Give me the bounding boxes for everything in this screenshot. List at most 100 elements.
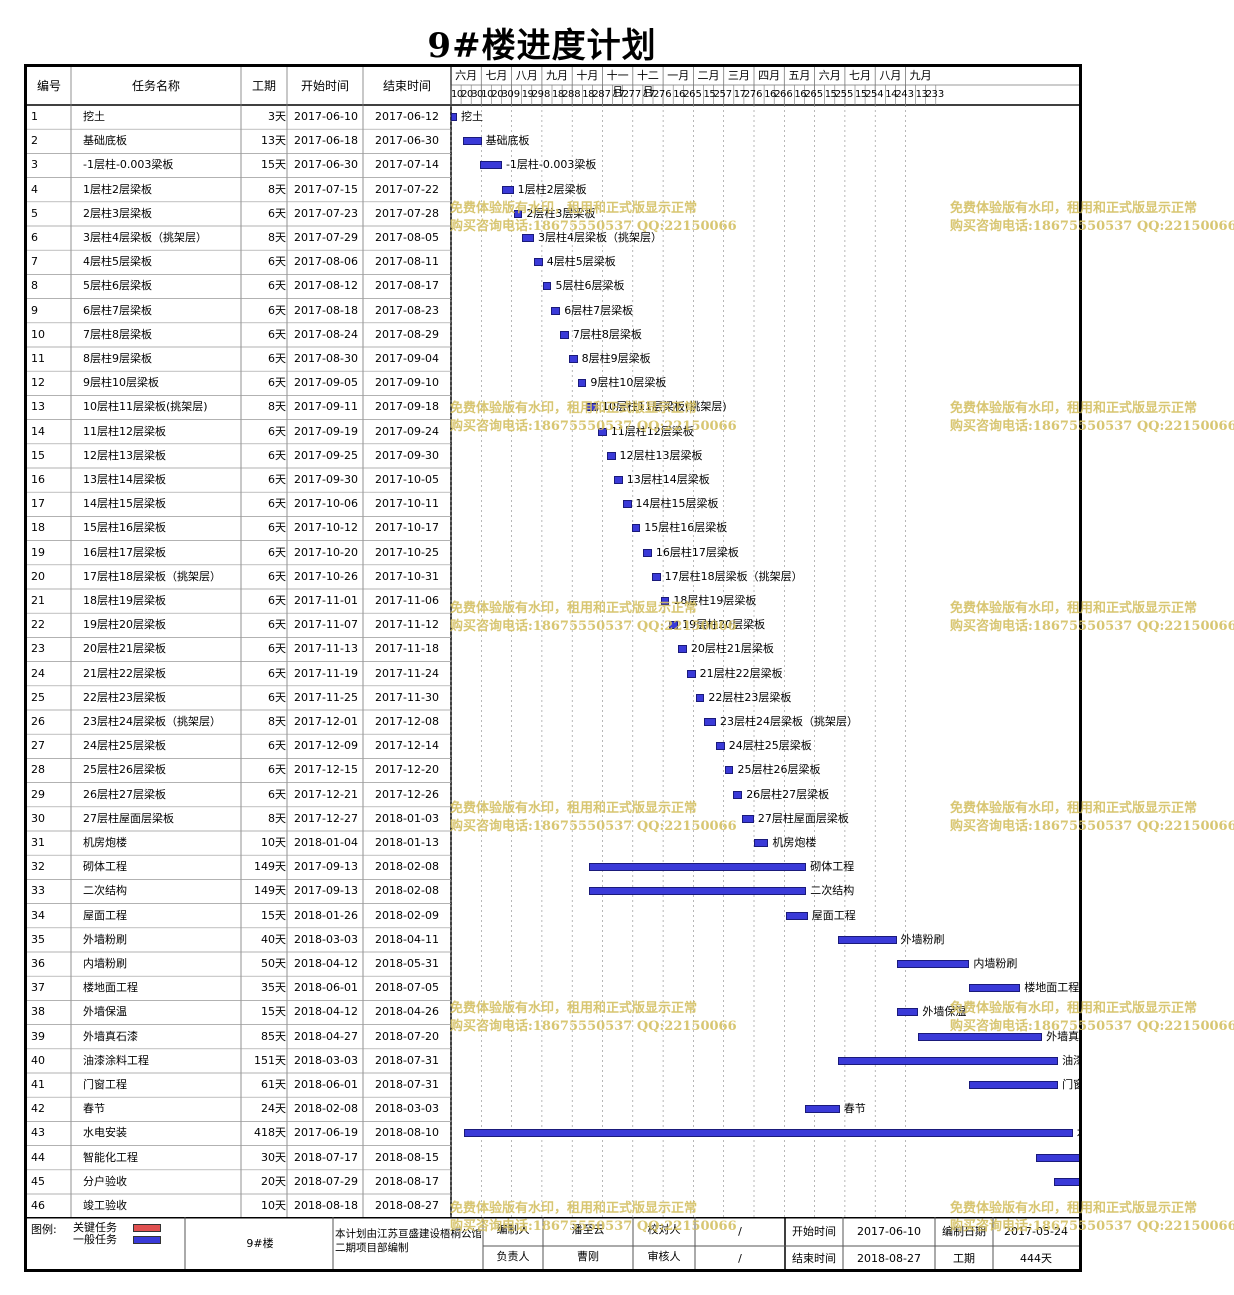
gantt-bar[interactable] [606,451,616,460]
gantt-bar[interactable] [715,742,725,751]
gantt-bar[interactable] [589,887,807,896]
task-start: 2017-06-18 [294,134,358,148]
gantt-bar[interactable] [660,597,670,605]
task-start: 2017-11-25 [294,690,358,704]
watermark: 免费体验版有水印，租用和正式版显示正常 购买咨询电话:18675550537 QQ… [450,400,737,436]
checked-by: / [738,1225,742,1238]
gantt-bar[interactable] [969,984,1021,993]
gantt-bar[interactable] [598,427,607,436]
watermark-line1: 免费体验版有水印，租用和正式版显示正常 [450,1001,698,1016]
day-tick-label: 8 [574,89,581,100]
task-id: 5 [31,206,38,220]
table-row: 5 2层柱3层梁板 6天 2017-07-23 2017-07-28 2层柱3层梁板 [27,202,1079,226]
task-id: 29 [31,787,45,801]
total-duration: 444天 [1020,1252,1052,1265]
task-end: 2017-06-12 [375,110,439,123]
day-tick-label: 20 [491,89,504,100]
gantt-bar[interactable] [678,645,687,654]
gantt-bar[interactable] [631,524,641,533]
gantt-bar[interactable] [753,839,769,847]
day-tick-label: 17 [642,89,655,100]
gantt-bar[interactable] [785,911,808,920]
gantt-bar-label: -1层柱-0.003梁板 [505,158,597,172]
task-duration: 20天 [261,1174,286,1188]
table-row: 23 20层柱21层梁板 6天 2017-11-13 2017-11-18 20层柱21层… [27,637,1079,661]
gantt-bar[interactable] [643,548,652,557]
day-tick-label: 20 [461,89,473,100]
gantt-bar[interactable] [896,1008,919,1017]
gantt-bar[interactable] [622,500,632,509]
task-end: 2017-11-24 [375,666,439,680]
gantt-bar[interactable] [560,330,569,339]
gantt-bar[interactable] [695,693,705,702]
task-name: 挖土 [83,110,105,123]
watermark-line1: 免费体验版有水印，租用和正式版显示正常 [450,1201,698,1216]
task-duration: 6天 [268,666,286,680]
gantt-bar[interactable] [513,209,523,218]
gantt-bar-label: 22层柱23层梁板 [708,690,792,704]
gantt-bar-label: 11层柱12层梁板 [610,424,694,438]
task-start: 2017-08-24 [294,327,358,341]
gantt-bar[interactable] [918,1032,1043,1041]
gantt-bar[interactable] [568,355,578,363]
task-start: 2017-12-01 [294,715,358,728]
month-label: 四月 [758,69,781,82]
task-name: 春节 [83,1102,105,1116]
gantt-bar[interactable] [969,1081,1059,1089]
month-label: 九月 [909,69,932,82]
gantt-bar[interactable] [614,476,623,484]
task-start: 2017-10-06 [294,497,358,511]
task-name: 13层柱14层梁板 [83,473,166,486]
table-row: 39 外墙真石漆 85天 2018-04-27 2018-07-20 外墙真石漆 [27,1025,1079,1049]
task-id: 17 [31,497,45,511]
gantt-bar[interactable] [896,960,970,968]
task-name: 外墙真石漆 [83,1029,138,1043]
gantt-bar[interactable] [551,306,561,315]
gantt-bar[interactable] [742,814,754,823]
day-tick-label: 24 [895,89,908,100]
gantt-bar-label: 机房炮楼 [772,836,817,849]
gantt-bar[interactable] [577,379,587,388]
gantt-bar[interactable] [669,621,679,630]
gantt-bar[interactable] [533,258,543,267]
gantt-bar[interactable] [724,766,734,775]
gantt-bar[interactable] [501,185,514,194]
gantt-bar-label: 3层柱4层梁板（挑架层） [537,231,662,244]
gantt-bar[interactable] [464,1129,1073,1138]
gantt-bar[interactable] [451,113,457,121]
table-row: 24 21层柱22层梁板 6天 2017-11-19 2017-11-24 21层柱22层… [27,662,1079,686]
day-tick-label: 29 [531,89,544,100]
gantt-bar-label: 24层柱25层梁板 [728,739,812,753]
gantt-bar[interactable] [686,669,696,678]
gantt-bar[interactable] [462,137,482,146]
task-name: 二次结构 [83,884,127,898]
day-tick-label: 3 [937,89,944,100]
task-end: 2017-11-30 [375,690,439,704]
gantt-bar[interactable] [480,161,502,170]
gantt-bar[interactable] [522,234,534,242]
gantt-bar[interactable] [586,403,599,412]
gantt-bar[interactable] [651,572,661,581]
gantt-bar[interactable] [838,935,897,944]
task-name: 8层柱9层梁板 [83,352,152,365]
task-duration: 151天 [254,1053,286,1067]
gantt-bar[interactable] [1053,1177,1079,1186]
gantt-bar[interactable] [1036,1153,1079,1162]
gantt-bar-label: 20层柱21层梁板 [690,642,774,656]
gantt-bar[interactable] [733,790,743,799]
gantt-bar[interactable] [542,282,552,291]
gantt-bar[interactable] [804,1105,840,1114]
task-duration: 6天 [268,739,286,753]
table-row: 21 18层柱19层梁板 6天 2017-11-01 2017-11-06 18层柱19层… [27,589,1079,613]
watermark: 免费体验版有水印，租用和正式版显示正常 购买咨询电话:18675550537 QQ… [950,400,1234,436]
watermark-line1: 免费体验版有水印，租用和正式版显示正常 [450,801,698,816]
task-id: 46 [31,1199,45,1212]
day-tick-label: 14 [885,89,898,100]
task-id: 23 [31,642,45,656]
gantt-bar[interactable] [589,863,807,872]
prepared-by: 潘至云 [571,1223,605,1236]
table-row: 14 11层柱12层梁板 6天 2017-09-19 2017-09-24 11层柱12层… [27,420,1079,444]
gantt-bar[interactable] [838,1056,1059,1065]
gantt-bar[interactable] [704,718,716,726]
